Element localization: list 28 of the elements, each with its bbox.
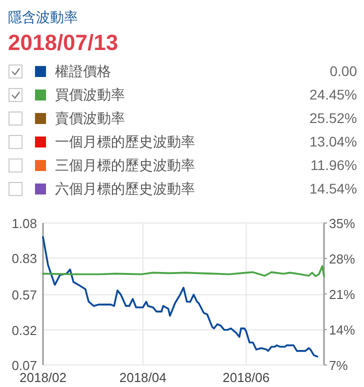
- y-tick-label: 0.83: [12, 251, 37, 266]
- legend-label: 買價波動率: [55, 86, 125, 102]
- y-tick-label: 0.57: [12, 288, 37, 303]
- chart-title: 隱含波動率: [8, 9, 78, 25]
- text: 13.04%: [310, 134, 357, 150]
- legend-label: 賣價波動率: [55, 110, 125, 126]
- chart-subtitle: 2018/07/13: [8, 30, 118, 55]
- legend-label: 權證價格: [55, 63, 111, 79]
- y2-tick-label: 28%: [329, 252, 356, 266]
- y2-tick-label: 7%: [329, 358, 348, 373]
- y2-tick-label: 21%: [329, 287, 356, 302]
- x-tick-label: 2018/06: [222, 370, 270, 385]
- y2-tick-label: 35%: [329, 216, 356, 231]
- plot: 0.07 0.32 0.57 0.83 1.08 7% 14% 21% 28% 35% 2018/02 2018/04 2018/06: [12, 216, 356, 385]
- text: 0.00: [330, 63, 358, 79]
- legend-label: 三個月標的歷史波動率: [55, 157, 195, 173]
- x-tick-label: 2018/04: [119, 370, 166, 385]
- legend-label: 六個月標的歷史波動率: [55, 180, 195, 196]
- y-tick-label: 0.32: [12, 322, 37, 338]
- text: 11.96%: [310, 157, 357, 173]
- text: 24.45%: [310, 86, 357, 102]
- text: 14.54%: [310, 180, 357, 196]
- text: 25.52%: [310, 110, 357, 126]
- y-tick-label: 1.08: [12, 216, 37, 231]
- y2-tick-label: 14%: [329, 322, 356, 338]
- legend-label: 一個月標的歷史波動率: [55, 134, 195, 150]
- y-tick-label: 0.07: [12, 358, 37, 373]
- x-tick-label: 2018/02: [20, 370, 66, 385]
